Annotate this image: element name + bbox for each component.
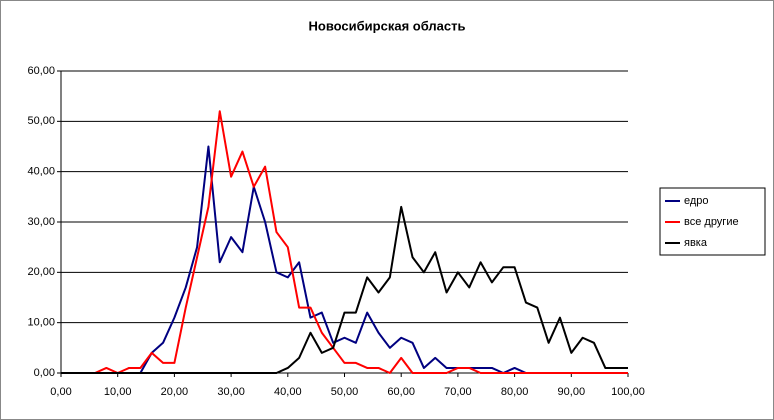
x-tick-label: 40,00: [274, 386, 302, 398]
legend-label: едро: [684, 195, 709, 207]
x-tick-label: 20,00: [161, 386, 189, 398]
y-tick-label: 20,00: [27, 266, 55, 278]
legend-label: все другие: [684, 216, 739, 228]
x-tick-label: 50,00: [331, 386, 359, 398]
chart-title: Новосибирская область: [309, 18, 466, 33]
x-tick-label: 10,00: [104, 386, 132, 398]
x-tick-label: 30,00: [217, 386, 245, 398]
x-tick-label: 0,00: [50, 386, 71, 398]
x-tick-label: 70,00: [444, 386, 472, 398]
x-tick-label: 90,00: [558, 386, 586, 398]
series-line: [61, 110, 628, 374]
y-tick-label: 40,00: [27, 166, 55, 178]
legend-label: явка: [684, 237, 708, 249]
x-tick-label: 100,00: [611, 386, 645, 398]
y-tick-label: 10,00: [27, 317, 55, 329]
y-tick-label: 0,00: [34, 367, 55, 379]
y-tick-label: 30,00: [27, 216, 55, 228]
y-tick-label: 50,00: [27, 115, 55, 127]
x-tick-label: 60,00: [387, 386, 415, 398]
series-line: [61, 205, 628, 374]
y-tick-label: 60,00: [27, 65, 55, 77]
x-tick-label: 80,00: [501, 386, 529, 398]
